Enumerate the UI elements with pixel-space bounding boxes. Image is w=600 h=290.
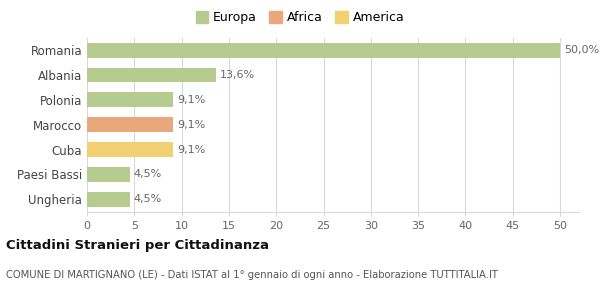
Text: Cittadini Stranieri per Cittadinanza: Cittadini Stranieri per Cittadinanza	[6, 239, 269, 252]
Bar	[87, 142, 173, 157]
Text: 4,5%: 4,5%	[133, 169, 161, 180]
Bar	[87, 43, 560, 58]
Text: 4,5%: 4,5%	[133, 194, 161, 204]
Text: 50,0%: 50,0%	[564, 45, 599, 55]
Text: COMUNE DI MARTIGNANO (LE) - Dati ISTAT al 1° gennaio di ogni anno - Elaborazione: COMUNE DI MARTIGNANO (LE) - Dati ISTAT a…	[6, 270, 498, 280]
Text: 13,6%: 13,6%	[220, 70, 254, 80]
Bar	[87, 167, 130, 182]
Legend: Europa, Africa, America: Europa, Africa, America	[191, 6, 409, 29]
Bar	[87, 117, 173, 132]
Bar	[87, 68, 215, 82]
Text: 9,1%: 9,1%	[177, 120, 205, 130]
Text: 9,1%: 9,1%	[177, 144, 205, 155]
Text: 9,1%: 9,1%	[177, 95, 205, 105]
Bar	[87, 93, 173, 107]
Bar	[87, 192, 130, 207]
